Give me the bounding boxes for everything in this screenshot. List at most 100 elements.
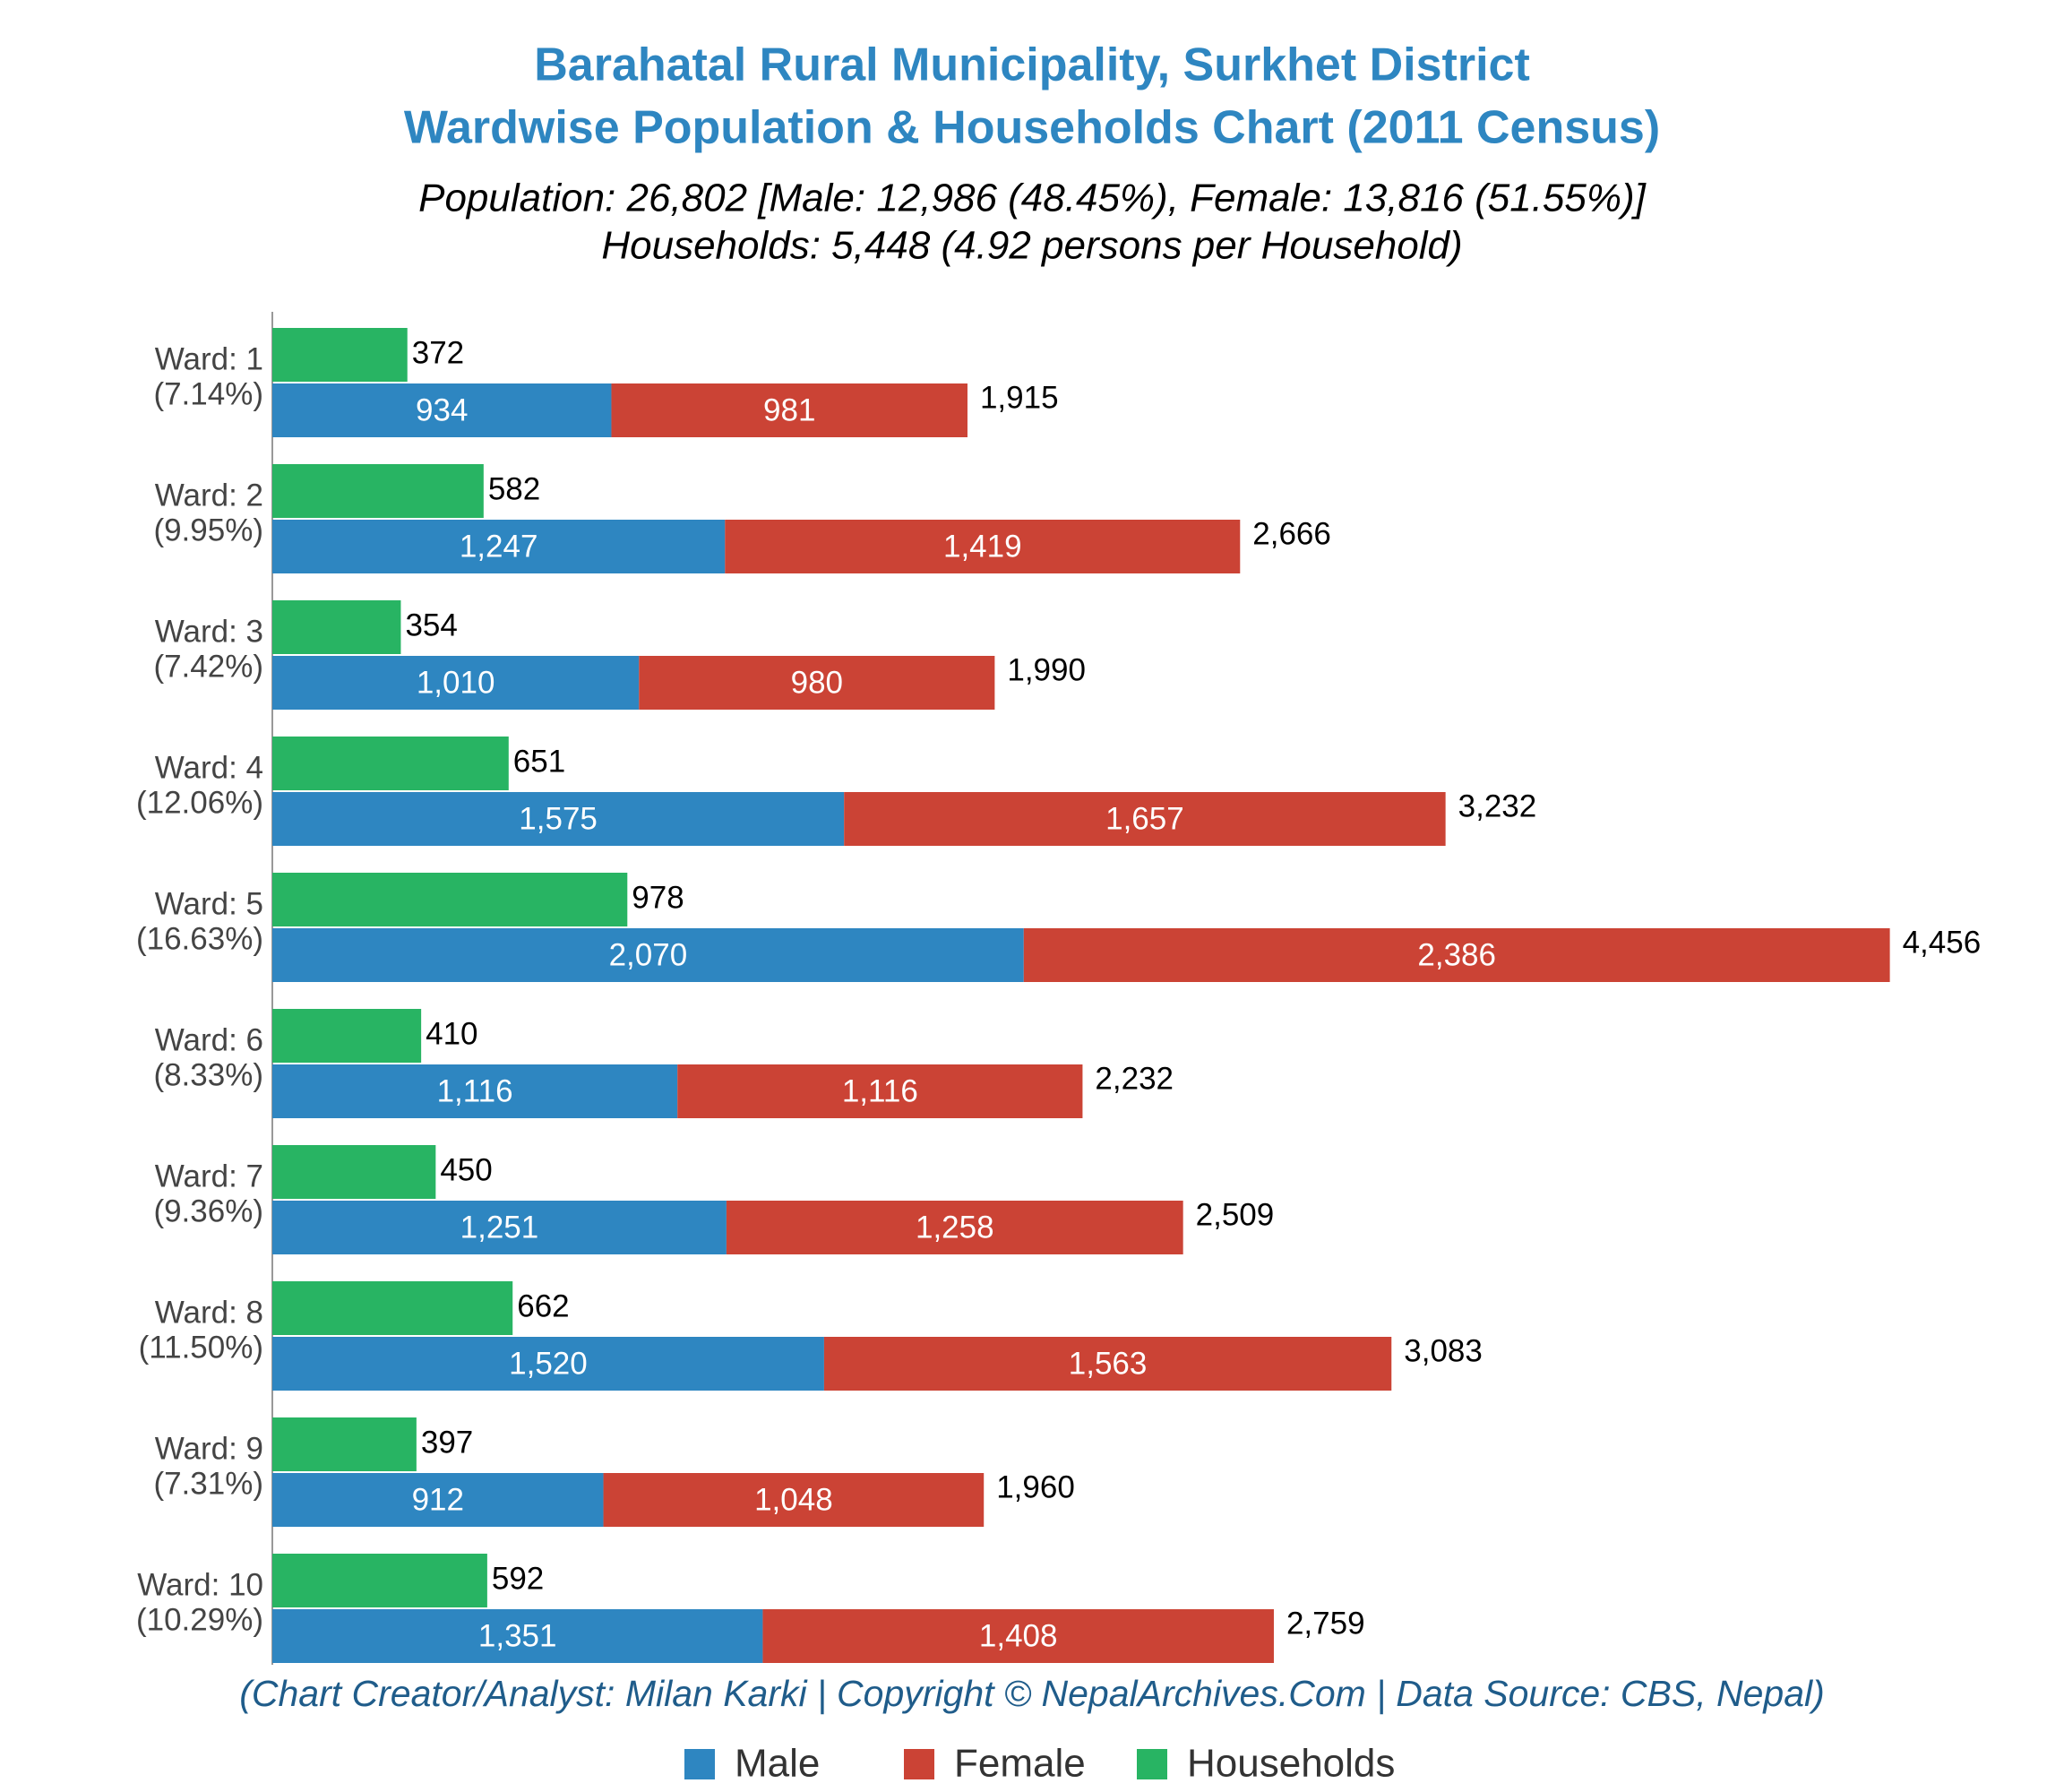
bar: [823, 1337, 1392, 1391]
y-tick-label: Ward: 10: [137, 1567, 263, 1602]
total-label: 4,456: [1903, 925, 1982, 960]
y-tick-label: Ward: 2: [155, 478, 263, 513]
legend-swatch: [904, 1749, 934, 1779]
bar: [272, 328, 408, 382]
y-tick-label: Ward: 8: [155, 1295, 263, 1330]
data-label: 1,351: [478, 1618, 557, 1653]
total-label: 3,083: [1404, 1333, 1483, 1368]
legend-label: Female: [954, 1742, 1086, 1786]
total-label: 2,666: [1252, 516, 1331, 551]
bar: [639, 656, 995, 710]
bar: [272, 1009, 422, 1063]
bar: [726, 1201, 1183, 1254]
data-label: 1,408: [979, 1618, 1058, 1653]
y-tick-label: Ward: 7: [155, 1159, 263, 1193]
y-tick-label: (12.06%): [136, 785, 263, 820]
y-tick-label: (10.29%): [136, 1602, 263, 1637]
y-tick-label: (16.63%): [136, 921, 263, 956]
data-label: 981: [763, 392, 815, 427]
y-tick-label: Ward: 5: [155, 886, 263, 921]
total-label: 2,759: [1286, 1606, 1365, 1641]
bar: [725, 520, 1241, 573]
data-label: 1,048: [754, 1482, 833, 1517]
bar: [272, 1609, 763, 1663]
chart-title: Wardwise Population & Households Chart (…: [404, 102, 1660, 154]
data-label: 1,520: [509, 1346, 588, 1381]
bar: [677, 1064, 1083, 1118]
y-tick-label: Ward: 3: [155, 614, 263, 649]
data-label: 2,386: [1417, 937, 1496, 972]
bar: [272, 1337, 824, 1391]
bar: [272, 383, 612, 437]
total-label: 1,960: [996, 1469, 1075, 1504]
bar: [762, 1609, 1274, 1663]
data-label: 912: [412, 1482, 464, 1517]
y-tick-label: (7.14%): [153, 376, 263, 411]
total-label: 3,232: [1458, 788, 1537, 823]
bar: [272, 656, 640, 710]
y-tick-label: (9.36%): [153, 1193, 263, 1228]
bar: [272, 1281, 513, 1335]
legend-label: Households: [1187, 1742, 1395, 1786]
data-label: 372: [412, 335, 464, 370]
data-label: 410: [426, 1016, 477, 1051]
bar: [272, 1145, 436, 1199]
bar: [272, 600, 401, 654]
y-tick-label: Ward: 1: [155, 341, 263, 376]
data-label: 980: [791, 665, 843, 700]
data-label: 2,070: [609, 937, 688, 972]
y-tick-label: (9.95%): [153, 513, 263, 547]
y-tick-label: Ward: 4: [155, 750, 263, 785]
chart-subtitle: Population: 26,802 [Male: 12,986 (48.45%…: [418, 177, 1647, 220]
data-label: 582: [488, 471, 540, 506]
bar: [272, 928, 1024, 982]
total-label: 1,915: [980, 380, 1059, 415]
bar: [272, 520, 726, 573]
bar: [272, 464, 484, 518]
legend-swatch: [684, 1749, 715, 1779]
bar: [272, 1201, 727, 1254]
bar: [844, 792, 1446, 846]
bar: [272, 1473, 604, 1527]
data-label: 1,419: [943, 529, 1022, 564]
data-label: 651: [513, 744, 565, 779]
data-label: 397: [421, 1425, 473, 1460]
data-label: 354: [405, 607, 457, 642]
legend-swatch: [1137, 1749, 1167, 1779]
legend-label: Male: [735, 1742, 820, 1786]
bar: [272, 1064, 678, 1118]
data-label: 1,116: [842, 1073, 918, 1108]
total-label: 1,990: [1007, 652, 1086, 687]
bar: [272, 737, 509, 790]
bar: [272, 1417, 417, 1471]
bar: [1023, 928, 1890, 982]
bar: [272, 792, 845, 846]
bar: [272, 873, 628, 926]
data-label: 450: [440, 1152, 492, 1187]
y-tick-label: (7.42%): [153, 649, 263, 684]
data-label: 1,258: [916, 1210, 994, 1245]
y-tick-label: (7.31%): [153, 1466, 263, 1501]
data-label: 1,575: [519, 801, 598, 836]
bar: [603, 1473, 985, 1527]
bar: [272, 1554, 487, 1607]
data-label: 934: [416, 392, 468, 427]
chart-subtitle: Households: 5,448 (4.92 persons per Hous…: [601, 224, 1462, 268]
data-label: 1,563: [1069, 1346, 1148, 1381]
data-label: 1,251: [460, 1210, 539, 1245]
data-label: 978: [632, 880, 684, 915]
footer: (Chart Creator/Analyst: Milan Karki | Co…: [239, 1673, 1825, 1714]
bar: [611, 383, 968, 437]
total-label: 2,232: [1095, 1061, 1174, 1096]
data-label: 662: [517, 1288, 569, 1323]
data-label: 1,247: [460, 529, 538, 564]
y-tick-label: Ward: 9: [155, 1431, 263, 1466]
data-label: 592: [492, 1561, 544, 1596]
total-label: 2,509: [1196, 1197, 1275, 1232]
chart-title: Barahatal Rural Municipality, Surkhet Di…: [534, 39, 1530, 91]
y-tick-label: (11.50%): [139, 1330, 263, 1365]
data-label: 1,010: [417, 665, 495, 700]
data-label: 1,657: [1105, 801, 1184, 836]
data-label: 1,116: [437, 1073, 513, 1108]
